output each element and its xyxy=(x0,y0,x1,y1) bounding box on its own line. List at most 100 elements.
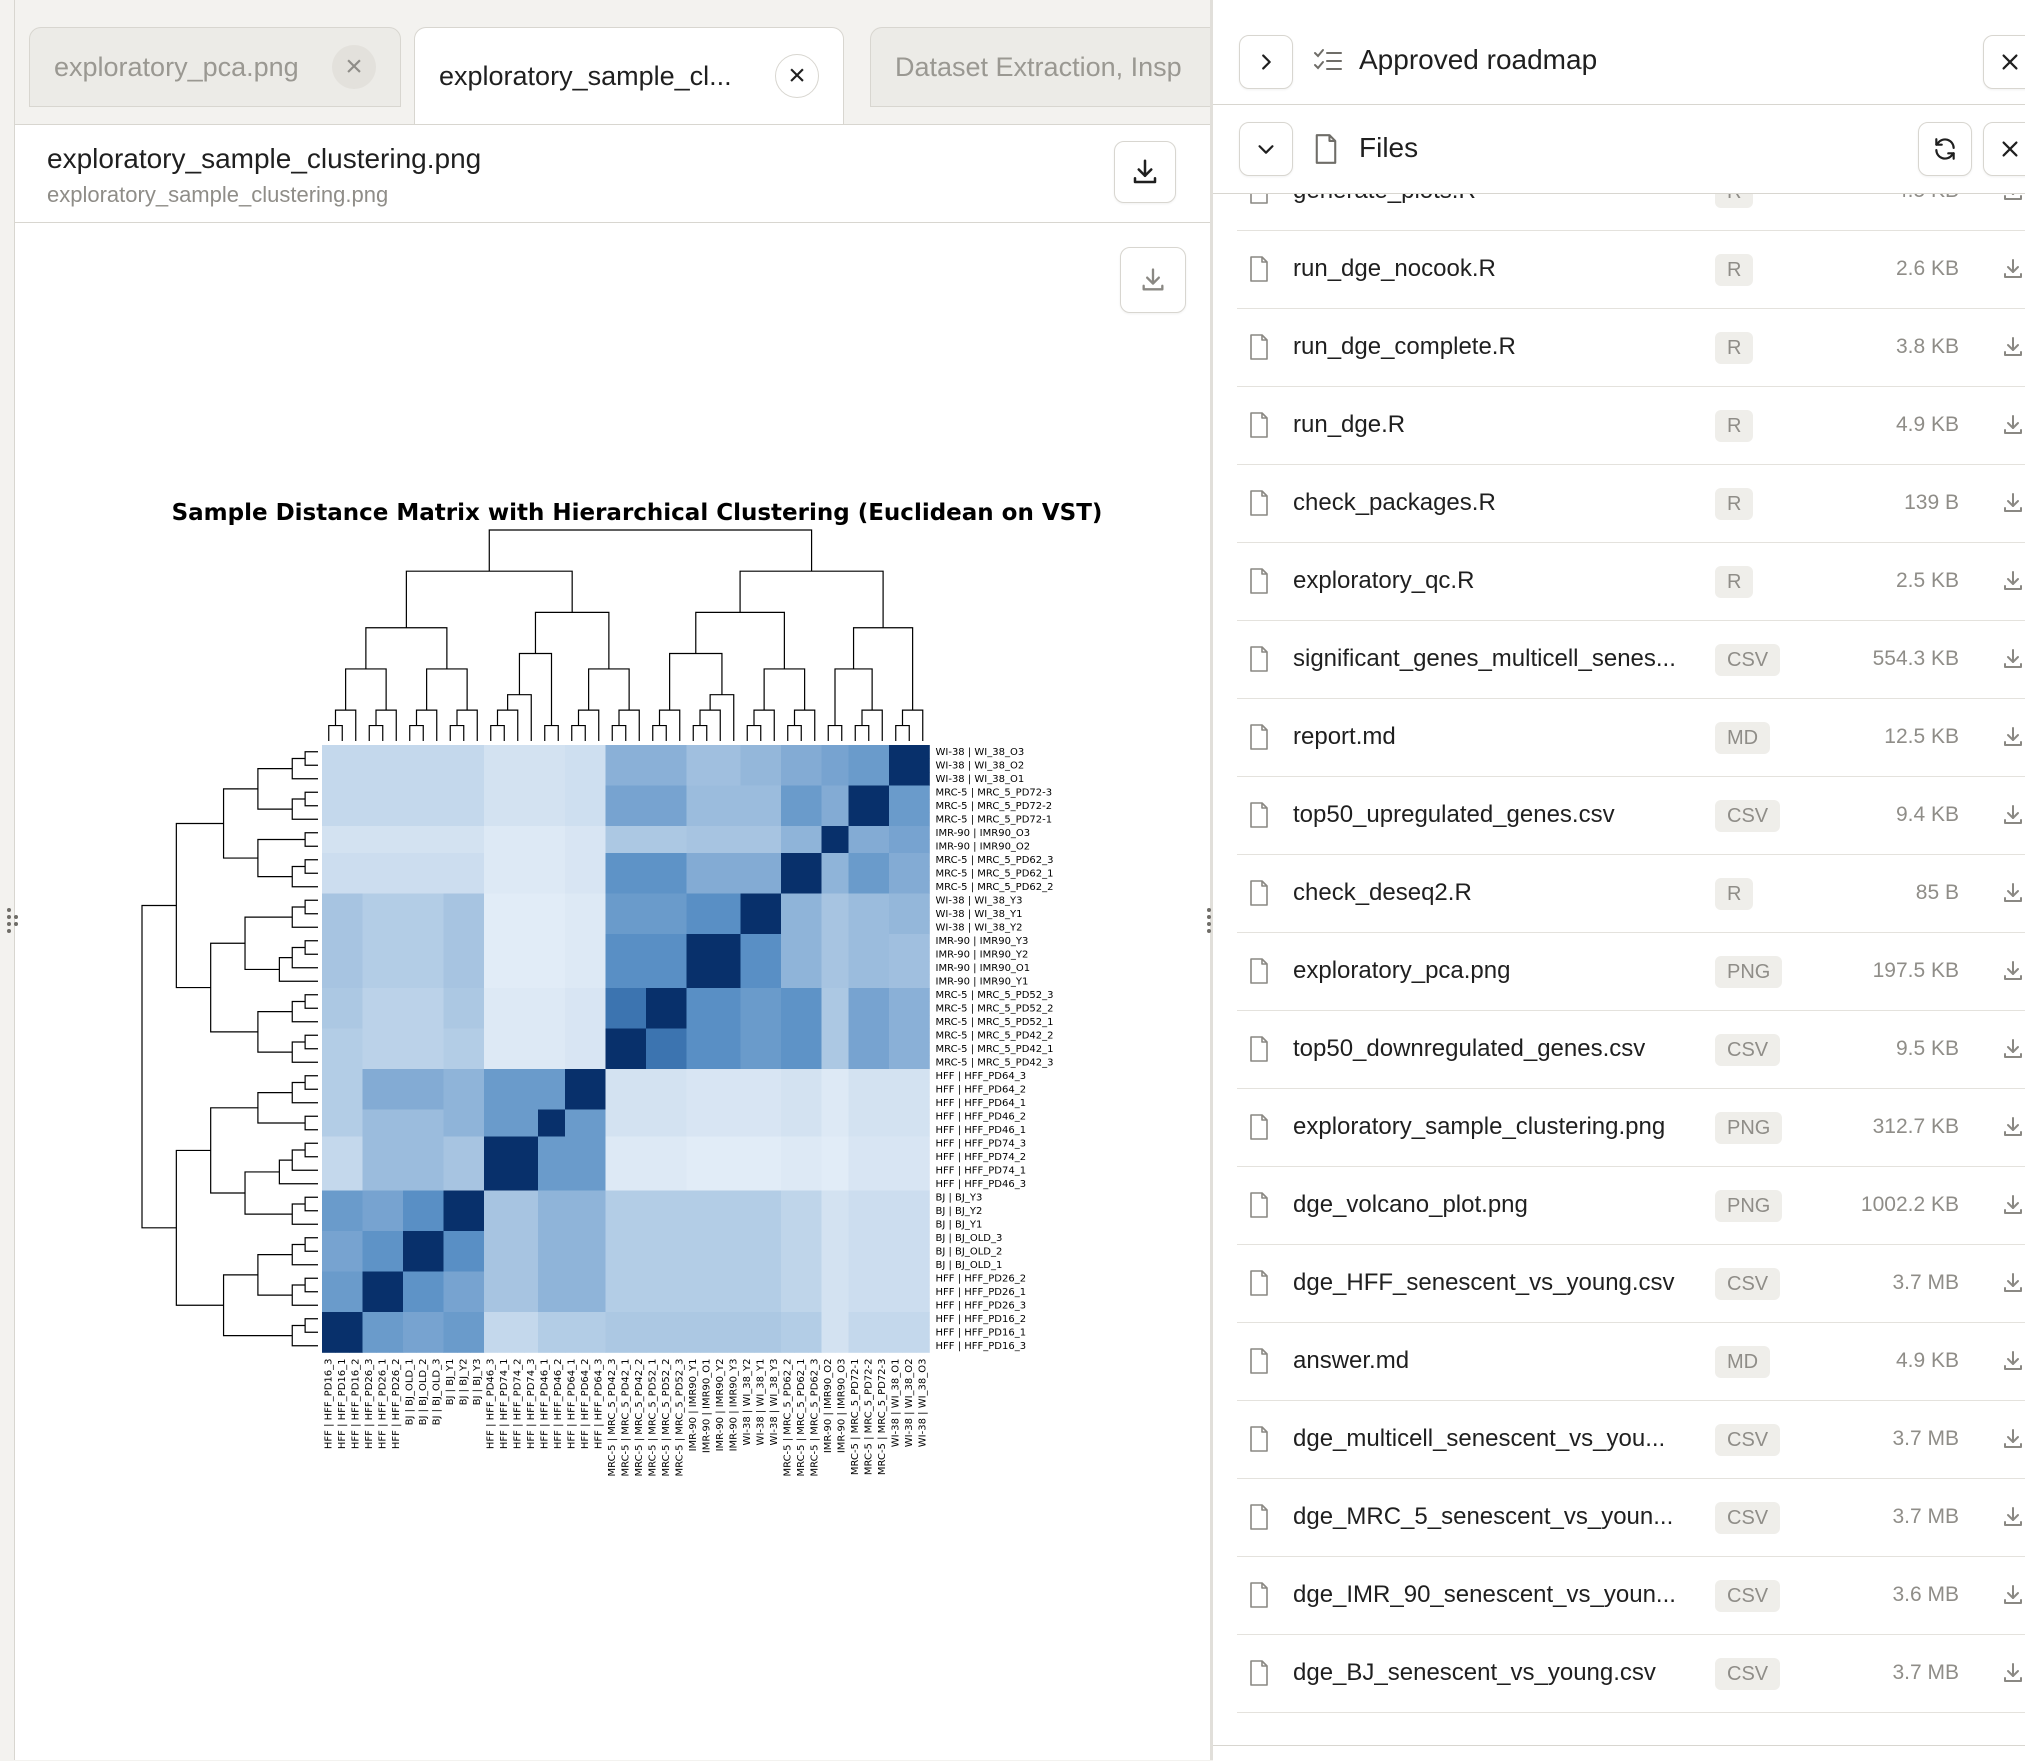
heatmap-cell xyxy=(632,1325,647,1340)
heatmap-cell xyxy=(808,1177,822,1191)
download-icon[interactable] xyxy=(2001,957,2025,985)
close-files-button[interactable] xyxy=(1983,122,2025,176)
dendrogram-branch xyxy=(304,899,318,915)
heatmap-cell xyxy=(659,1082,674,1097)
image-download-button[interactable] xyxy=(1120,247,1186,313)
heatmap-cell xyxy=(727,1325,741,1340)
heatmap-cell xyxy=(457,785,471,800)
file-row[interactable]: check_deseq2.R R 85 B xyxy=(1237,855,2025,933)
heatmap-cell xyxy=(619,758,633,773)
download-icon[interactable] xyxy=(2001,1659,2025,1687)
heatmap-cell xyxy=(443,961,458,975)
heatmap-cell xyxy=(781,880,795,894)
file-row-partial[interactable]: generate_plots.R R 4.5 KB xyxy=(1237,193,2025,231)
download-icon[interactable] xyxy=(2001,723,2025,751)
download-icon[interactable] xyxy=(2001,1269,2025,1297)
file-row[interactable]: exploratory_pca.png PNG 197.5 KB xyxy=(1237,933,2025,1011)
download-icon[interactable] xyxy=(2001,1503,2025,1531)
close-icon[interactable]: × xyxy=(332,45,376,89)
tab-dataset-extraction[interactable]: Dataset Extraction, Insp xyxy=(870,27,1211,107)
download-icon[interactable] xyxy=(2001,1425,2025,1453)
heatmap-cell xyxy=(511,1150,525,1164)
download-icon[interactable] xyxy=(2001,645,2025,673)
download-icon[interactable] xyxy=(2001,193,2025,205)
heatmap-cell xyxy=(713,785,728,800)
download-icon[interactable] xyxy=(2001,879,2025,907)
tab-exploratory-sample-clustering[interactable]: exploratory_sample_cl... × xyxy=(414,27,844,124)
file-row[interactable]: run_dge.R R 4.9 KB xyxy=(1237,387,2025,465)
download-icon[interactable] xyxy=(2001,1347,2025,1375)
tab-exploratory-pca[interactable]: exploratory_pca.png × xyxy=(29,27,401,107)
file-row[interactable]: run_dge_complete.R R 3.8 KB xyxy=(1237,309,2025,387)
heatmap-cell xyxy=(781,1244,795,1259)
download-icon[interactable] xyxy=(2001,1035,2025,1063)
heatmap-cell xyxy=(835,1136,849,1151)
heatmap-cell xyxy=(619,1163,633,1178)
download-icon[interactable] xyxy=(2001,801,2025,829)
file-row[interactable]: exploratory_qc.R R 2.5 KB xyxy=(1237,543,2025,621)
download-icon[interactable] xyxy=(2001,411,2025,439)
heatmap-cell xyxy=(781,1055,795,1070)
file-row[interactable]: dge_HFF_senescent_vs_young.csv CSV 3.7 MB xyxy=(1237,1245,2025,1323)
download-icon[interactable] xyxy=(2001,255,2025,283)
file-row[interactable]: dge_multicell_senescent_vs_you... CSV 3.7 … xyxy=(1237,1401,2025,1479)
download-button[interactable] xyxy=(1114,141,1176,203)
heatmap-cell xyxy=(538,1204,552,1218)
file-row[interactable]: run_dge_nocook.R R 2.6 KB xyxy=(1237,231,2025,309)
heatmap-cell xyxy=(659,1028,674,1043)
file-row[interactable]: significant_genes_multicell_senes... CSV 5… xyxy=(1237,621,2025,699)
collapse-files-button[interactable] xyxy=(1239,122,1293,176)
download-icon[interactable] xyxy=(2001,1113,2025,1141)
download-icon[interactable] xyxy=(2001,333,2025,361)
close-roadmap-button[interactable] xyxy=(1983,35,2025,89)
file-row[interactable]: answer.md MD 4.9 KB xyxy=(1237,1323,2025,1401)
heatmap-cell xyxy=(740,826,755,840)
file-row[interactable]: check_packages.R R 139 B xyxy=(1237,465,2025,543)
file-row[interactable]: top50_downregulated_genes.csv CSV 9.5 KB xyxy=(1237,1011,2025,1089)
heatmap-cell xyxy=(821,853,836,867)
heatmap-cell xyxy=(565,1217,579,1232)
heatmap-cell xyxy=(835,907,849,921)
heatmap-cell xyxy=(916,1109,930,1124)
heatmap-cell xyxy=(808,961,822,975)
file-row[interactable]: exploratory_sample_clustering.png PNG 312.… xyxy=(1237,1089,2025,1167)
heatmap-cell xyxy=(619,1123,633,1137)
file-row[interactable]: report.md MD 12.5 KB xyxy=(1237,699,2025,777)
heatmap-cell xyxy=(403,934,417,948)
download-icon[interactable] xyxy=(2001,489,2025,517)
heatmap-cell xyxy=(740,1190,755,1205)
expand-button[interactable] xyxy=(1239,35,1293,89)
heatmap-cell xyxy=(362,893,377,908)
heatmap-cell xyxy=(646,961,660,975)
heatmap-cell xyxy=(821,1190,836,1205)
drag-handle-icon[interactable] xyxy=(5,905,19,935)
tab-label: exploratory_pca.png xyxy=(54,51,299,82)
download-icon[interactable] xyxy=(2001,567,2025,595)
heatmap-cell xyxy=(470,1001,485,1016)
heatmap-cell xyxy=(848,1109,863,1124)
heatmap-cell xyxy=(794,1258,809,1272)
close-icon[interactable]: × xyxy=(775,54,819,98)
heatmap-cell xyxy=(794,866,809,881)
heatmap-cell xyxy=(538,947,552,962)
heatmap-cell xyxy=(875,839,890,854)
download-icon[interactable] xyxy=(2001,1191,2025,1219)
heatmap-cell xyxy=(889,799,903,813)
file-row[interactable]: dge_IMR_90_senescent_vs_youn... CSV 3.6 MB xyxy=(1237,1557,2025,1635)
heatmap-cell xyxy=(835,1163,849,1178)
heatmap-cell xyxy=(781,1312,795,1326)
refresh-button[interactable] xyxy=(1918,122,1972,176)
file-row[interactable]: dge_volcano_plot.png PNG 1002.2 KB xyxy=(1237,1167,2025,1245)
heatmap-cell xyxy=(457,1271,471,1286)
file-row[interactable]: dge_MRC_5_senescent_vs_youn... CSV 3.7 MB xyxy=(1237,1479,2025,1557)
heatmap-cell xyxy=(808,866,822,881)
heatmap-cell xyxy=(322,947,336,962)
pane-divider[interactable] xyxy=(1210,0,1214,1760)
download-icon[interactable] xyxy=(2001,1581,2025,1609)
heatmap-cell xyxy=(767,1163,782,1178)
file-icon xyxy=(1250,724,1268,750)
heatmap-cell xyxy=(578,961,593,975)
row-label: HFF | HFF_PD64_3 xyxy=(936,1071,1027,1082)
file-row[interactable]: dge_BJ_senescent_vs_young.csv CSV 3.7 MB xyxy=(1237,1635,2025,1713)
file-row[interactable]: top50_upregulated_genes.csv CSV 9.4 KB xyxy=(1237,777,2025,855)
